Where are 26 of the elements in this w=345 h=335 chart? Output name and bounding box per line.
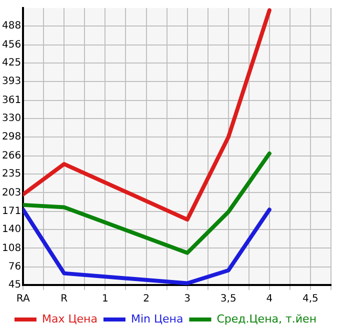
x-tick-label: 4 bbox=[266, 294, 273, 305]
x-tick-label: R bbox=[60, 294, 68, 305]
legend-label: Сред.Цена, т.йен bbox=[216, 312, 317, 326]
x-tick-label: RA bbox=[16, 294, 30, 305]
y-tick-label: 330 bbox=[2, 113, 22, 124]
legend-label: Max Цена bbox=[42, 312, 98, 326]
y-tick-label: 266 bbox=[2, 150, 22, 162]
y-tick-label: 140 bbox=[2, 224, 22, 236]
y-tick-label: 298 bbox=[2, 132, 22, 143]
y-tick-label: 235 bbox=[2, 168, 22, 180]
y-tick-label: 171 bbox=[2, 206, 22, 217]
y-tick-label: 456 bbox=[2, 39, 22, 50]
x-tick-label: 2 bbox=[143, 294, 150, 305]
y-tick-label: 76 bbox=[8, 261, 22, 272]
y-tick-label: 203 bbox=[2, 187, 22, 198]
x-tick-label: 3 bbox=[184, 294, 190, 305]
legend-label: Min Цена bbox=[130, 312, 184, 326]
x-tick-label: 4,5 bbox=[302, 294, 318, 305]
y-tick-label: 425 bbox=[2, 58, 22, 69]
y-tick-label: 393 bbox=[2, 76, 22, 88]
y-tick-label: 361 bbox=[2, 94, 22, 106]
y-tick-label: 45 bbox=[8, 280, 22, 291]
y-tick-label: 108 bbox=[2, 242, 22, 254]
x-tick-label: 3,5 bbox=[220, 294, 236, 305]
x-tick-label: 1 bbox=[102, 294, 108, 305]
y-tick-label: 488 bbox=[2, 20, 22, 32]
